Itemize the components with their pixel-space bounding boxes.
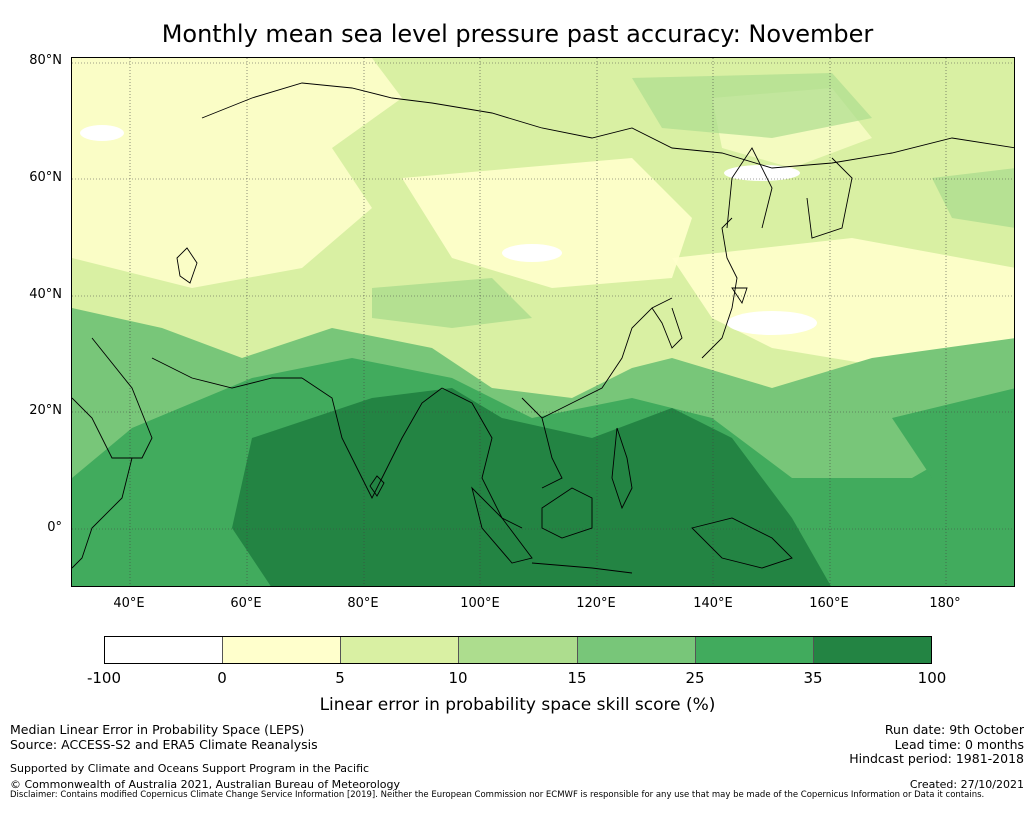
lat-label-40n: 40°N	[29, 287, 62, 302]
colorbar-tick: 0	[217, 669, 227, 687]
skill-zone-darkest	[232, 388, 831, 586]
colorbar-tick: 5	[335, 669, 345, 687]
colorbar-segment	[577, 637, 696, 663]
footer-method: Median Linear Error in Probability Space…	[10, 722, 305, 737]
skill-zone-mid	[932, 168, 1014, 228]
colorbar-tick: 10	[448, 669, 468, 687]
colorbar-segment	[695, 637, 814, 663]
lat-label-60n: 60°N	[29, 170, 62, 185]
colorbar-segment	[105, 637, 224, 663]
lon-label-60e: 60°E	[230, 596, 262, 611]
footer-hindcast: Hindcast period: 1981-2018	[849, 751, 1024, 766]
footer-lead-time: Lead time: 0 months	[894, 737, 1024, 752]
colorbar	[104, 636, 932, 664]
footer-source: Source: ACCESS-S2 and ERA5 Climate Reana…	[10, 737, 318, 752]
colorbar-segment	[341, 637, 460, 663]
lat-label-20n: 20°N	[29, 403, 62, 418]
skill-zone-darkgreen	[892, 388, 1014, 478]
colorbar-tick: 15	[567, 669, 587, 687]
lon-label-120e: 120°E	[576, 596, 616, 611]
skill-zone-white	[502, 244, 562, 262]
footer-supported: Supported by Climate and Oceans Support …	[10, 762, 370, 775]
coastlines	[72, 82, 1014, 574]
lon-label-140e: 140°E	[693, 596, 733, 611]
colorbar-tick: -100	[86, 669, 122, 687]
skill-zone-yellow	[72, 58, 402, 288]
lat-label-80n: 80°N	[29, 53, 62, 68]
lon-label-100e: 100°E	[460, 596, 500, 611]
skill-zone-white	[727, 311, 817, 335]
colorbar-tick: 35	[803, 669, 823, 687]
colorbar-tick: 25	[685, 669, 705, 687]
lon-label-180: 180°	[929, 596, 961, 611]
lon-label-40e: 40°E	[113, 596, 145, 611]
colorbar-segment	[459, 637, 578, 663]
lat-label-0: 0°	[47, 520, 62, 535]
skill-zone-mid	[372, 278, 532, 328]
chart-title: Monthly mean sea level pressure past acc…	[161, 20, 874, 48]
colorbar-segment	[813, 637, 931, 663]
map-svg	[72, 58, 1014, 586]
graticule	[72, 58, 1014, 586]
colorbar-label: Linear error in probability space skill …	[319, 695, 716, 715]
skill-zone-mid	[632, 73, 872, 138]
footer-copyright: © Commonwealth of Australia 2021, Austra…	[10, 778, 400, 791]
skill-zone-yellow	[672, 238, 1014, 368]
skill-zone-yellow	[402, 158, 692, 288]
footer-run-date: Run date: 9th October	[884, 722, 1024, 737]
map-area[interactable]	[71, 57, 1015, 587]
skill-zone-white	[80, 125, 124, 141]
skill-zone-white	[724, 165, 800, 181]
lon-label-160e: 160°E	[809, 596, 849, 611]
colorbar-tick: 100	[917, 669, 947, 687]
footer-disclaimer: Disclaimer: Contains modified Copernicus…	[10, 790, 985, 800]
footer-created: Created: 27/10/2021	[909, 778, 1024, 791]
lon-label-80e: 80°E	[347, 596, 379, 611]
colorbar-segment	[223, 637, 342, 663]
